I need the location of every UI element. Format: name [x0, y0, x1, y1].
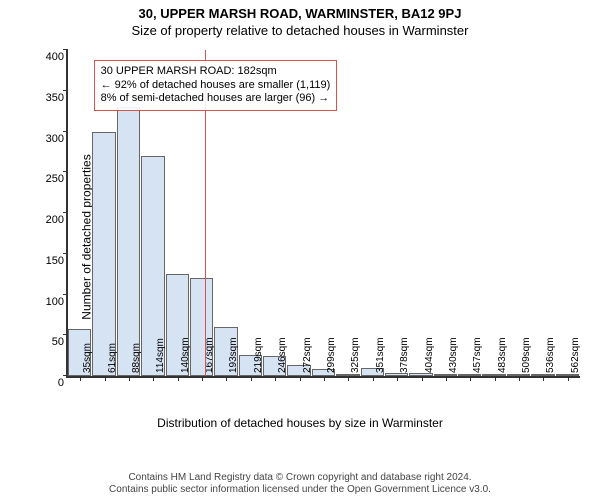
x-tick-mark	[568, 376, 569, 381]
x-tick-label: 351sqm	[375, 337, 386, 373]
y-tick-label: 300	[28, 133, 64, 145]
x-tick-label: 299sqm	[326, 337, 337, 373]
y-tick-mark	[63, 294, 68, 295]
x-tick-mark	[519, 376, 520, 381]
x-tick-label: 509sqm	[521, 337, 532, 373]
y-tick-label: 200	[28, 214, 64, 226]
y-tick-label: 350	[28, 92, 64, 104]
x-tick-label: 378sqm	[399, 337, 410, 373]
x-tick-mark	[543, 376, 544, 381]
y-tick-mark	[63, 253, 68, 254]
x-tick-mark	[348, 376, 349, 381]
x-tick-mark	[422, 376, 423, 381]
x-tick-mark	[446, 376, 447, 381]
y-tick-mark	[63, 212, 68, 213]
y-tick-label: 150	[28, 255, 64, 267]
x-tick-mark	[495, 376, 496, 381]
y-tick-label: 100	[28, 296, 64, 308]
footer-line-2: Contains public sector information licen…	[0, 484, 600, 496]
y-tick-label: 400	[28, 51, 64, 63]
page-subtitle: Size of property relative to detached ho…	[0, 21, 600, 42]
x-tick-mark	[300, 376, 301, 381]
y-tick-mark	[63, 131, 68, 132]
x-tick-label: 562sqm	[570, 337, 581, 373]
y-tick-mark	[63, 90, 68, 91]
footer: Contains HM Land Registry data © Crown c…	[0, 472, 600, 496]
x-tick-label: 272sqm	[302, 337, 313, 373]
y-tick-label: 0	[28, 377, 64, 389]
x-tick-label: 404sqm	[424, 337, 435, 373]
x-tick-mark	[178, 376, 179, 381]
info-line-3: 8% of semi-detached houses are larger (9…	[101, 92, 331, 106]
y-tick-label: 50	[28, 336, 64, 348]
footer-line-1: Contains HM Land Registry data © Crown c…	[0, 472, 600, 484]
info-box: 30 UPPER MARSH ROAD: 182sqm← 92% of deta…	[94, 60, 338, 111]
x-tick-label: 483sqm	[497, 337, 508, 373]
x-tick-mark	[470, 376, 471, 381]
x-tick-mark	[80, 376, 81, 381]
chart-container: Number of detached properties 0501001502…	[10, 42, 590, 432]
x-axis-label: Distribution of detached houses by size …	[10, 416, 590, 430]
x-tick-mark	[373, 376, 374, 381]
x-tick-mark	[275, 376, 276, 381]
x-tick-label: 430sqm	[448, 337, 459, 373]
x-tick-label: 536sqm	[545, 337, 556, 373]
x-tick-mark	[129, 376, 130, 381]
x-tick-mark	[202, 376, 203, 381]
plot-area: 05010015020025030035040035sqm61sqm88sqm1…	[66, 50, 580, 378]
x-tick-mark	[153, 376, 154, 381]
page-title: 30, UPPER MARSH ROAD, WARMINSTER, BA12 9…	[0, 0, 600, 21]
info-line-2: ← 92% of detached houses are smaller (1,…	[101, 79, 331, 93]
x-tick-mark	[397, 376, 398, 381]
x-tick-mark	[226, 376, 227, 381]
x-tick-mark	[105, 376, 106, 381]
histogram-bar	[117, 107, 140, 376]
x-tick-mark	[251, 376, 252, 381]
x-tick-mark	[324, 376, 325, 381]
x-tick-label: 457sqm	[472, 337, 483, 373]
y-tick-label: 250	[28, 173, 64, 185]
info-line-1: 30 UPPER MARSH ROAD: 182sqm	[101, 65, 331, 79]
y-tick-mark	[63, 171, 68, 172]
histogram-bar	[92, 132, 115, 377]
y-tick-mark	[63, 49, 68, 50]
